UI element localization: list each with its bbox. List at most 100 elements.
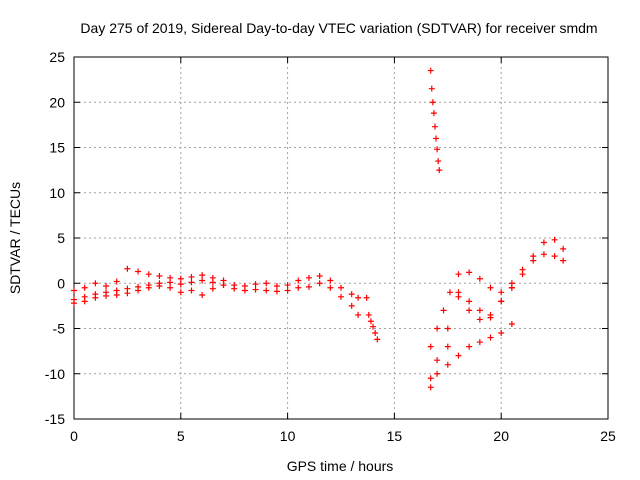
series-recovery-1 bbox=[427, 236, 567, 350]
data-point bbox=[508, 320, 515, 327]
data-point bbox=[327, 277, 334, 284]
data-point bbox=[433, 135, 440, 142]
y-tick-label: 25 bbox=[49, 49, 65, 65]
data-point bbox=[476, 307, 483, 314]
data-point bbox=[444, 343, 451, 350]
data-point bbox=[305, 283, 312, 290]
data-point bbox=[92, 280, 99, 287]
data-point bbox=[145, 271, 152, 278]
y-tick-label: -5 bbox=[53, 321, 66, 337]
data-point bbox=[370, 323, 377, 330]
data-point bbox=[156, 282, 163, 289]
series-dip-13h bbox=[363, 294, 381, 343]
data-point bbox=[551, 236, 558, 243]
y-tick-label: 5 bbox=[57, 230, 65, 246]
data-point bbox=[252, 281, 259, 288]
data-point bbox=[177, 289, 184, 296]
data-point bbox=[434, 146, 441, 153]
data-point bbox=[135, 287, 142, 294]
data-point bbox=[372, 330, 379, 337]
data-point bbox=[367, 318, 374, 325]
data-point bbox=[273, 288, 280, 295]
data-point bbox=[103, 292, 110, 299]
data-point bbox=[427, 67, 434, 74]
x-tick-label: 20 bbox=[493, 428, 509, 444]
data-point bbox=[430, 110, 437, 117]
y-tick-label: -15 bbox=[45, 411, 65, 427]
data-point bbox=[145, 284, 152, 291]
data-point bbox=[455, 271, 462, 278]
x-tick-label: 25 bbox=[600, 428, 616, 444]
data-point bbox=[374, 336, 381, 343]
chart-title: Day 275 of 2019, Sidereal Day-to-day VTE… bbox=[80, 20, 597, 36]
series-recovery-2 bbox=[427, 251, 567, 382]
data-point bbox=[466, 343, 473, 350]
data-point bbox=[348, 291, 355, 298]
data-point bbox=[428, 85, 435, 92]
series-recovery-4 bbox=[444, 320, 515, 368]
grid bbox=[74, 57, 608, 419]
data-point bbox=[560, 245, 567, 252]
data-point bbox=[135, 268, 142, 275]
data-point bbox=[316, 280, 323, 287]
data-point bbox=[199, 272, 206, 279]
x-tick-label: 0 bbox=[70, 428, 78, 444]
data-point bbox=[487, 334, 494, 341]
data-point bbox=[209, 279, 216, 286]
data-point bbox=[209, 285, 216, 292]
data-point bbox=[519, 271, 526, 278]
data-point bbox=[429, 99, 436, 106]
data-point bbox=[530, 257, 537, 264]
data-point bbox=[427, 375, 434, 382]
data-point bbox=[435, 158, 442, 165]
data-point bbox=[295, 277, 302, 284]
data-point bbox=[487, 314, 494, 321]
data-point bbox=[498, 330, 505, 337]
data-point bbox=[540, 251, 547, 258]
data-point bbox=[446, 289, 453, 296]
data-point bbox=[124, 265, 131, 272]
data-point bbox=[444, 325, 451, 332]
data-point bbox=[560, 257, 567, 264]
data-point bbox=[284, 282, 291, 289]
data-point bbox=[355, 294, 362, 301]
data-point bbox=[498, 289, 505, 296]
data-point bbox=[365, 311, 372, 318]
data-point bbox=[466, 298, 473, 305]
data-point bbox=[466, 269, 473, 276]
data-point bbox=[71, 287, 77, 294]
y-tick-label: 20 bbox=[49, 94, 65, 110]
data-point bbox=[316, 273, 323, 280]
data-point bbox=[305, 274, 312, 281]
data-point bbox=[348, 302, 355, 309]
data-point bbox=[363, 294, 370, 301]
data-point bbox=[508, 284, 515, 291]
x-axis-ticks: 0 5 10 15 20 25 bbox=[70, 57, 616, 444]
data-point bbox=[355, 311, 362, 318]
data-point bbox=[551, 253, 558, 260]
data-point bbox=[241, 287, 248, 294]
data-point bbox=[476, 339, 483, 346]
data-point bbox=[295, 284, 302, 291]
data-point bbox=[434, 325, 441, 332]
y-tick-label: 0 bbox=[57, 275, 65, 291]
data-point bbox=[252, 286, 259, 293]
data-point bbox=[113, 292, 120, 299]
data-point bbox=[273, 282, 280, 289]
data-point bbox=[487, 284, 494, 291]
data-point bbox=[167, 284, 174, 291]
data-point bbox=[156, 273, 163, 280]
data-point bbox=[436, 167, 443, 174]
y-axis-label: SDTVAR / TECUs bbox=[7, 182, 23, 294]
data-point bbox=[455, 352, 462, 359]
data-point bbox=[498, 298, 505, 305]
data-point bbox=[188, 287, 195, 294]
data-point bbox=[113, 278, 120, 285]
data-point bbox=[338, 284, 344, 291]
data-point bbox=[71, 300, 77, 307]
data-point bbox=[81, 284, 88, 291]
data-point bbox=[427, 384, 434, 391]
x-tick-label: 5 bbox=[177, 428, 185, 444]
series-band-3 bbox=[71, 282, 227, 307]
